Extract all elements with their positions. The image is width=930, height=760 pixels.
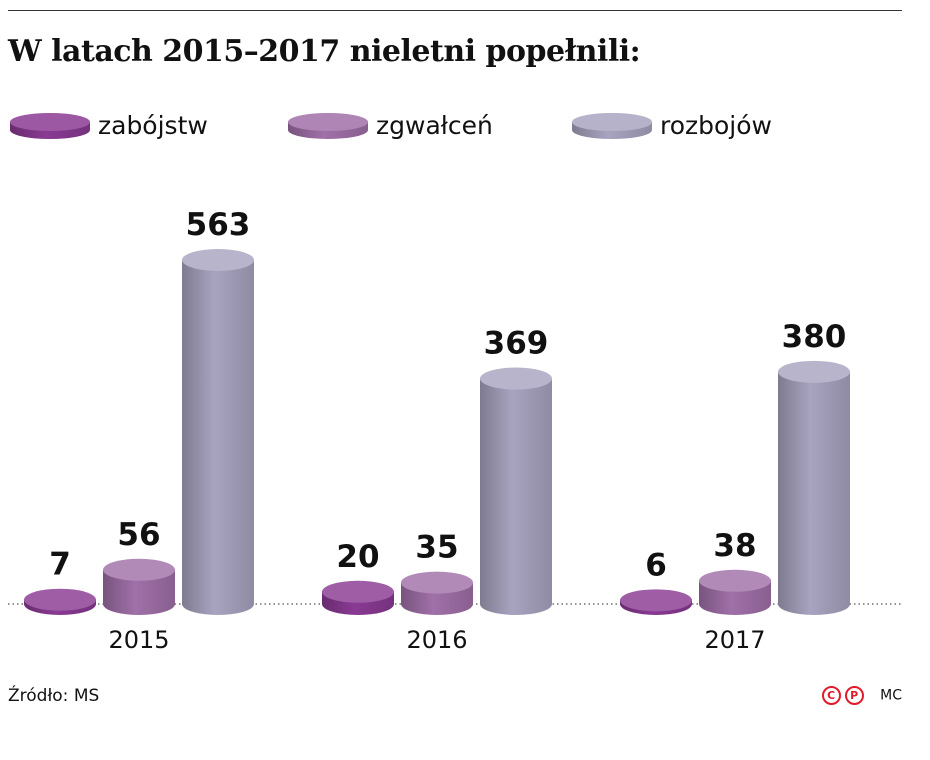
copyright-c-icon: C (821, 686, 841, 705)
bar-top (24, 588, 96, 611)
bar-2016-0 (322, 580, 394, 615)
top-rule (8, 10, 902, 11)
legend-item-1: zgwałceń (288, 111, 493, 140)
legend-swatch-top (10, 113, 90, 131)
chart-title: W latach 2015–2017 nieletni popełnili: (8, 34, 641, 69)
bar-top (182, 249, 254, 271)
category-label-2015: 2015 (108, 626, 169, 654)
bar-body (103, 569, 175, 615)
legend-label: rozbojów (660, 111, 772, 140)
author-initials: MC (880, 687, 902, 704)
category-label-2016: 2016 (406, 626, 467, 654)
bar-top (620, 589, 692, 612)
legend-swatch-top (288, 113, 368, 131)
bar-2015-2 (182, 249, 254, 615)
credit: C P MC (821, 686, 902, 705)
bar-top (401, 571, 473, 594)
bar-2017-2 (778, 360, 850, 615)
value-label: 7 (49, 547, 71, 583)
bar-2017-0 (620, 589, 692, 615)
source-note: Źródło: MS (8, 686, 100, 706)
value-labels: 7 56 563 20 35 369 6 38 380 (49, 207, 846, 583)
legend-label: zgwałceń (376, 111, 493, 140)
legend-label: zabójstw (98, 111, 208, 140)
chart-area: zabójstw zgwałceń rozbojów 7 56 563 20 35 369 6 3… (8, 111, 902, 654)
bar-2017-1 (699, 569, 771, 615)
value-label: 563 (186, 207, 251, 243)
legend-item-2: rozbojów (572, 111, 772, 140)
bar-top (778, 360, 850, 383)
value-label: 56 (117, 517, 160, 553)
value-label: 380 (782, 319, 847, 355)
value-label: 35 (415, 530, 458, 566)
bar-2015-0 (24, 588, 96, 615)
bar-top (103, 558, 175, 581)
bar-2016-2 (480, 367, 552, 615)
category-label-2017: 2017 (704, 626, 765, 654)
legend: zabójstw zgwałceń rozbojów (10, 111, 772, 140)
copyright-logo: C P (821, 686, 864, 705)
value-label: 38 (713, 528, 756, 564)
copyright-p-icon: P (844, 686, 864, 705)
bar-top (480, 367, 552, 390)
bar-body (480, 378, 552, 615)
value-label: 369 (484, 326, 549, 362)
bar-body (778, 371, 850, 615)
category-labels: 2015 2016 2017 (108, 626, 765, 654)
value-label: 20 (336, 539, 379, 575)
bar-body (182, 260, 254, 615)
legend-swatch-top (572, 113, 652, 131)
bar-top (322, 580, 394, 603)
legend-item-0: zabójstw (10, 111, 208, 140)
bar-top (699, 569, 771, 592)
bars (24, 249, 850, 615)
value-label: 6 (645, 547, 667, 583)
bar-2016-1 (401, 571, 473, 615)
bar-2015-1 (103, 558, 175, 615)
